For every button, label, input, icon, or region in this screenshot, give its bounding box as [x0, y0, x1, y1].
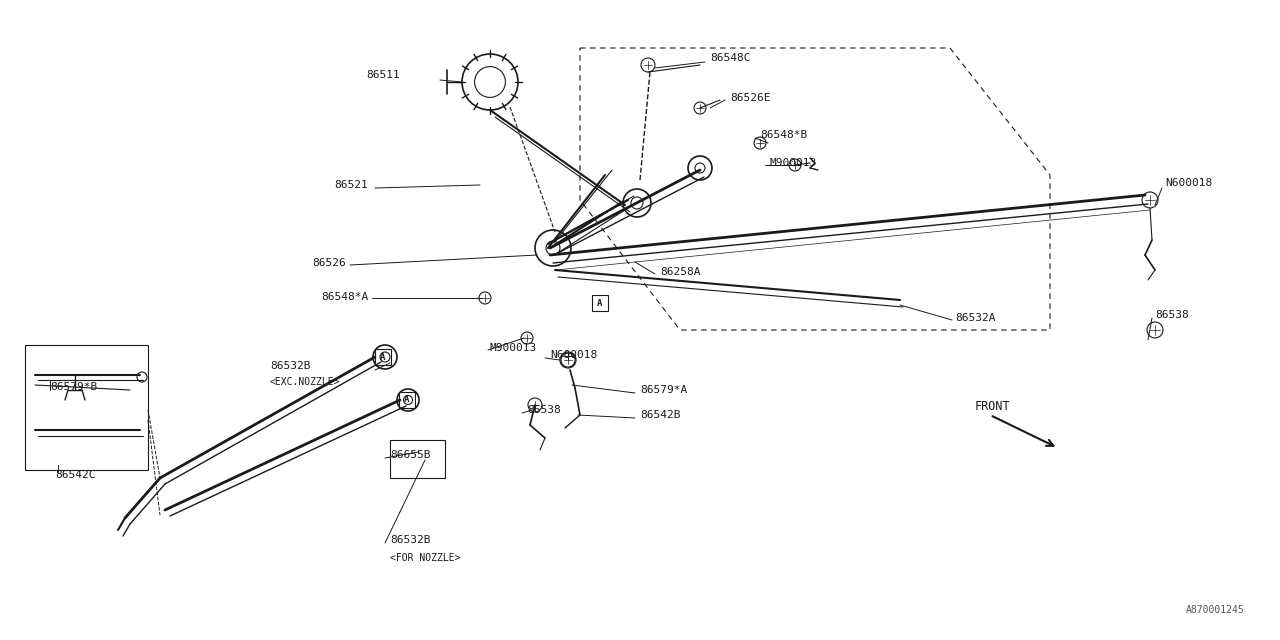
Text: 86521: 86521 — [334, 180, 369, 190]
Text: A: A — [404, 396, 410, 404]
Text: 86258A: 86258A — [660, 267, 700, 277]
Text: 86579*B: 86579*B — [50, 382, 97, 392]
Text: FRONT: FRONT — [975, 401, 1011, 413]
Text: 86532B: 86532B — [390, 535, 430, 545]
Text: 86542C: 86542C — [55, 470, 96, 480]
Bar — [591, 295, 608, 311]
Bar — [375, 349, 390, 365]
Text: A: A — [598, 298, 603, 307]
Text: 86548*B: 86548*B — [760, 130, 808, 140]
Text: 86526E: 86526E — [730, 93, 771, 103]
Text: 86526: 86526 — [312, 258, 346, 268]
Bar — [399, 392, 415, 408]
Text: 86655B: 86655B — [390, 450, 430, 460]
Text: 86538: 86538 — [527, 405, 561, 415]
Text: 86542B: 86542B — [640, 410, 681, 420]
Text: 86532B: 86532B — [270, 361, 311, 371]
Text: 86579*A: 86579*A — [640, 385, 687, 395]
Text: <EXC.NOZZLE>: <EXC.NOZZLE> — [270, 377, 340, 387]
Bar — [26, 345, 148, 470]
Text: 86548*A: 86548*A — [321, 292, 369, 302]
Text: <FOR NOZZLE>: <FOR NOZZLE> — [390, 553, 461, 563]
Text: 86511: 86511 — [366, 70, 399, 80]
Text: A870001245: A870001245 — [1187, 605, 1245, 615]
Text: N600018: N600018 — [1165, 178, 1212, 188]
Text: N600018: N600018 — [550, 350, 598, 360]
Text: M900013: M900013 — [490, 343, 538, 353]
Bar — [390, 440, 445, 478]
Text: 86532A: 86532A — [955, 313, 996, 323]
Text: M900013: M900013 — [771, 158, 817, 168]
Text: 86538: 86538 — [1155, 310, 1189, 320]
Text: 86548C: 86548C — [710, 53, 750, 63]
Text: A: A — [380, 353, 385, 362]
